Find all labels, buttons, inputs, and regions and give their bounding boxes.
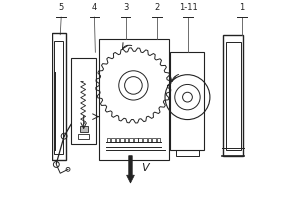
- Text: 2: 2: [154, 3, 160, 12]
- Bar: [71, 58, 96, 144]
- Bar: [176, 150, 199, 156]
- Text: 5: 5: [58, 3, 64, 12]
- Text: V: V: [141, 163, 149, 173]
- Bar: [169, 52, 204, 150]
- Text: 1: 1: [239, 3, 244, 12]
- Text: 1-11: 1-11: [179, 3, 197, 12]
- Bar: [52, 33, 66, 160]
- Bar: [99, 39, 169, 160]
- Text: 3: 3: [123, 3, 128, 12]
- Bar: [78, 134, 88, 139]
- FancyArrow shape: [127, 156, 134, 183]
- Text: 4: 4: [92, 3, 97, 12]
- Bar: [54, 41, 63, 154]
- Bar: [223, 35, 243, 156]
- Bar: [226, 42, 241, 150]
- Bar: [80, 126, 88, 132]
